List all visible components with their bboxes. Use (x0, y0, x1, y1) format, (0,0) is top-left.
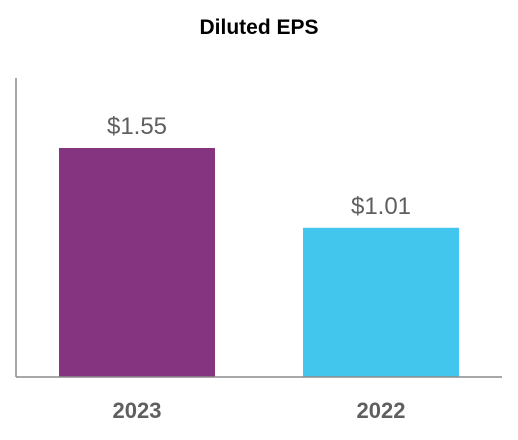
bar-2022 (303, 227, 459, 377)
value-label-2022: $1.01 (351, 193, 411, 220)
value-label-2023: $1.55 (107, 113, 167, 140)
bar-2023 (59, 148, 215, 377)
category-label-2023: 2023 (113, 398, 162, 423)
chart-title: Diluted EPS (199, 16, 318, 39)
category-label-2022: 2022 (357, 398, 406, 423)
bar-group: $1.55 2023 $1.01 2022 (59, 113, 459, 423)
